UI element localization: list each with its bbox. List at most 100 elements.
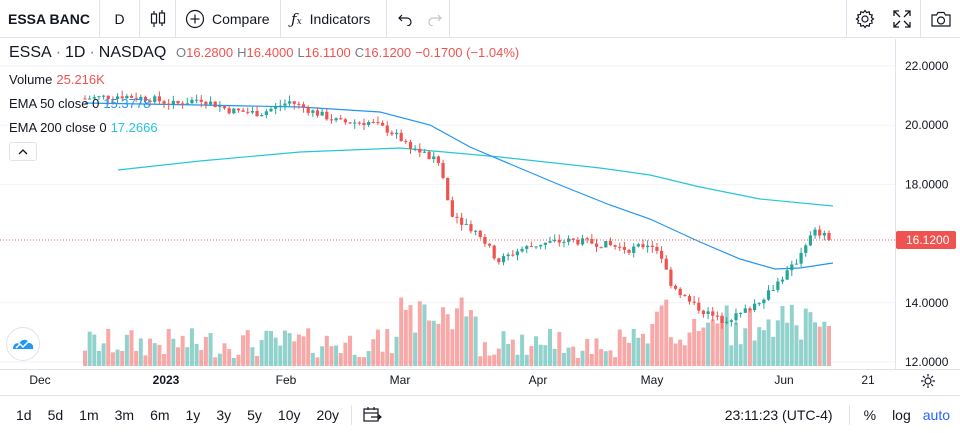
candle-body (199, 99, 203, 102)
snapshot-button[interactable] (920, 0, 960, 38)
candle-body (520, 248, 524, 252)
volume-bar (599, 349, 604, 366)
candle-body (534, 246, 538, 248)
volume-bar (292, 341, 297, 366)
range-10y[interactable]: 10y (277, 406, 301, 423)
redo-icon[interactable] (427, 12, 443, 26)
tradingview-logo-button[interactable] (6, 327, 40, 361)
volume-bar (757, 327, 762, 366)
volume-bar (520, 334, 525, 366)
close-label: C (354, 45, 365, 60)
volume-bar (752, 340, 757, 366)
volume-bar (162, 354, 167, 366)
ohlc-values: O16.2800 H16.4000 L16.1100 C16.1200 −0.1700 … (176, 45, 523, 60)
legend-symbol[interactable]: ESSA (9, 44, 52, 61)
percent-toggle[interactable]: % (863, 407, 877, 423)
volume-bar (785, 322, 790, 366)
volume-bar (320, 346, 325, 366)
volume-bar (627, 342, 632, 366)
open-label: O (176, 45, 187, 60)
candle-body (794, 263, 799, 265)
volume-bar (194, 343, 199, 366)
volume-bar (557, 331, 562, 366)
volume-bar (250, 347, 255, 366)
symbol-search-button[interactable]: ESSA BANC (0, 0, 100, 38)
range-1y[interactable]: 1y (185, 406, 201, 423)
candle-body (487, 243, 492, 246)
auto-toggle[interactable]: auto (922, 407, 950, 423)
legend-interval: 1D (65, 44, 86, 61)
candle-body (678, 288, 682, 296)
volume-bar (352, 354, 357, 366)
date-range-icon[interactable] (362, 406, 382, 424)
indicators-button[interactable]: ƒx Indicators (281, 0, 387, 38)
time-axis-label: Apr (529, 373, 548, 387)
candle-body (432, 156, 436, 160)
ema50-legend-value: 15.3778 (103, 96, 151, 111)
chart-style-button[interactable] (140, 0, 176, 38)
candle-body (408, 142, 413, 149)
low-value: 16.1100 (304, 45, 351, 60)
volume-bar (431, 320, 436, 366)
range-6m[interactable]: 6m (150, 406, 170, 423)
candle-body (557, 239, 561, 243)
volume-bar (571, 346, 576, 366)
price-axis-label: 14.0000 (905, 296, 949, 310)
candle-body (102, 95, 106, 97)
volume-legend[interactable]: Volume 25.216K (9, 72, 105, 87)
range-1d[interactable]: 1d (16, 406, 32, 423)
plus-circle-icon (185, 9, 205, 28)
candle-body (785, 270, 789, 280)
candle-body (97, 96, 101, 98)
ema50-legend[interactable]: EMA 50 close 0 15.3778 (9, 96, 150, 111)
range-20y[interactable]: 20y (316, 406, 340, 423)
candle-body (474, 230, 478, 232)
volume-bar (143, 355, 148, 366)
time-axis-label: Mar (390, 373, 411, 387)
candle-body (394, 132, 399, 135)
candle-body (743, 308, 747, 313)
chart-pane[interactable]: 22.0000 20.0000 18.0000 14.0000 12.0000 16.12… (0, 39, 960, 388)
candle-body (339, 118, 343, 120)
volume-bar (696, 331, 701, 366)
bottom-separator (848, 405, 850, 425)
undo-icon[interactable] (397, 12, 413, 26)
volume-bar (645, 343, 650, 366)
clock-time[interactable]: 23:11:23 (UTC-4) (724, 407, 833, 423)
range-5y[interactable]: 5y (247, 406, 262, 423)
candle-body (348, 122, 352, 124)
date-ranges: 1d 5d 1m 3m 6m 1y 3y 5y 10y 20y (0, 404, 382, 425)
volume-bar (301, 336, 306, 366)
range-5d[interactable]: 5d (47, 406, 64, 423)
time-axis-label: 21 (861, 373, 875, 387)
compare-button[interactable]: Compare (176, 0, 281, 38)
high-value: 16.4000 (246, 45, 294, 60)
candle-body (827, 232, 831, 241)
log-toggle[interactable]: log (892, 407, 911, 423)
open-value: 16.2800 (186, 45, 234, 60)
legend-separator: · (55, 44, 62, 61)
volume-bar (608, 350, 613, 366)
volume-bar (427, 320, 432, 366)
interval-button[interactable]: D (100, 0, 140, 38)
time-axis-label: Jun (774, 373, 793, 387)
volume-bar (501, 331, 506, 366)
volume-bar (706, 322, 711, 366)
ema200-legend[interactable]: EMA 200 close 0 17.2666 (9, 120, 158, 135)
volume-bar (306, 328, 311, 366)
candle-body (515, 251, 520, 256)
range-1m[interactable]: 1m (79, 406, 99, 423)
candle-body (529, 246, 533, 248)
range-3y[interactable]: 3y (216, 406, 232, 423)
fullscreen-button[interactable] (883, 0, 920, 38)
candle-body (804, 245, 808, 253)
volume-bar (506, 344, 511, 366)
volume-bar (450, 329, 455, 366)
volume-bar (366, 351, 371, 366)
collapse-legend-button[interactable] (9, 142, 37, 161)
settings-button[interactable] (846, 0, 883, 38)
range-3m[interactable]: 3m (114, 406, 135, 423)
volume-bar (803, 308, 808, 366)
volume-bar (371, 339, 376, 366)
price-chart[interactable]: 22.0000 20.0000 18.0000 14.0000 12.0000 16.12… (0, 39, 960, 395)
